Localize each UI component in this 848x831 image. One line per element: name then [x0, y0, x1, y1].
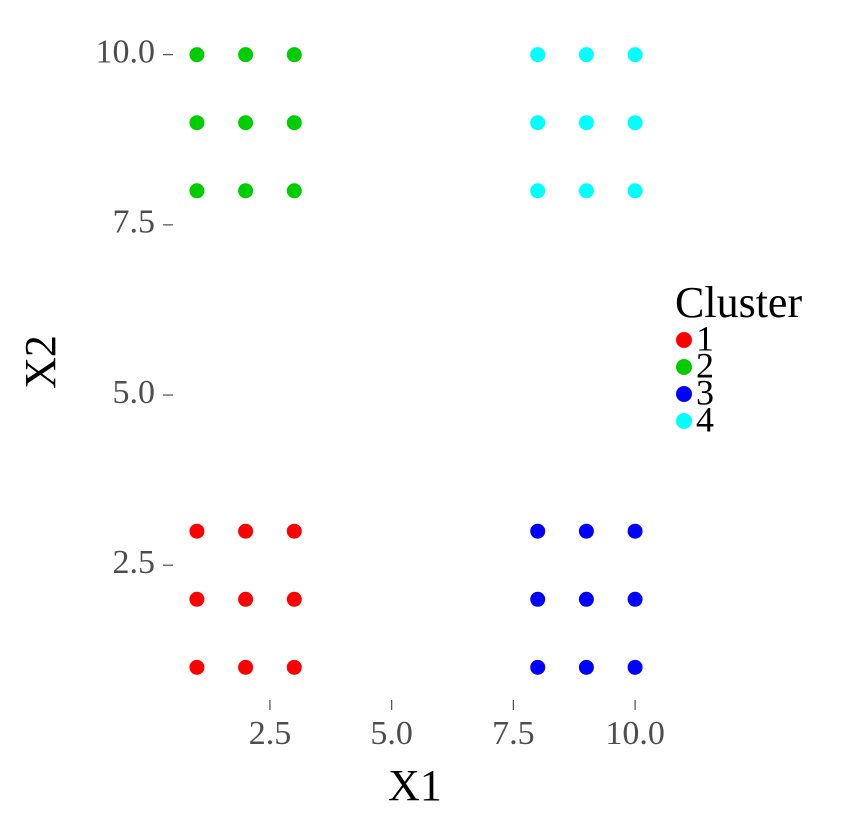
point [189, 659, 205, 675]
legend-label: 2 [696, 345, 714, 385]
x-tick-label: 5.0 [370, 715, 413, 752]
point [578, 183, 594, 199]
point [530, 115, 546, 131]
legend-title: Cluster [675, 278, 802, 327]
point [238, 523, 254, 539]
point [627, 183, 643, 199]
point [238, 591, 254, 607]
y-tick-label: 5.0 [113, 374, 156, 411]
point [238, 659, 254, 675]
point [189, 591, 205, 607]
x-tick-label: 2.5 [249, 715, 292, 752]
point [238, 183, 254, 199]
point [627, 115, 643, 131]
x-tick-label: 7.5 [492, 715, 535, 752]
point [189, 183, 205, 199]
point [578, 523, 594, 539]
point [189, 47, 205, 63]
point [238, 47, 254, 63]
point [286, 591, 302, 607]
point [530, 523, 546, 539]
point [286, 659, 302, 675]
point [530, 183, 546, 199]
point [189, 523, 205, 539]
point [286, 183, 302, 199]
legend-label: 4 [696, 399, 714, 439]
point [578, 659, 594, 675]
point [627, 523, 643, 539]
legend-swatch [676, 359, 692, 375]
point [578, 591, 594, 607]
x-axis-title: X1 [388, 761, 442, 810]
point [578, 47, 594, 63]
point [189, 115, 205, 131]
point [530, 47, 546, 63]
legend-swatch [676, 332, 692, 348]
point [578, 115, 594, 131]
legend-label: 1 [696, 318, 714, 358]
y-axis-title: X2 [16, 335, 65, 389]
point [286, 523, 302, 539]
point [627, 591, 643, 607]
x-tick-label: 10.0 [605, 715, 665, 752]
point [286, 47, 302, 63]
y-tick-label: 7.5 [113, 204, 156, 241]
point [627, 659, 643, 675]
point [530, 659, 546, 675]
legend-label: 3 [696, 372, 714, 412]
y-tick-label: 10.0 [96, 33, 156, 70]
legend-swatch [676, 386, 692, 402]
y-tick-label: 2.5 [113, 544, 156, 581]
point [238, 115, 254, 131]
point [530, 591, 546, 607]
point [286, 115, 302, 131]
point [627, 47, 643, 63]
legend-swatch [676, 413, 692, 429]
